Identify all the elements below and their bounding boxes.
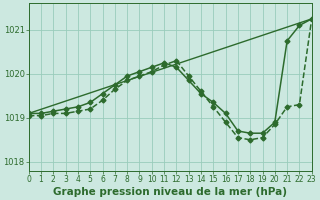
X-axis label: Graphe pression niveau de la mer (hPa): Graphe pression niveau de la mer (hPa) [53,187,287,197]
